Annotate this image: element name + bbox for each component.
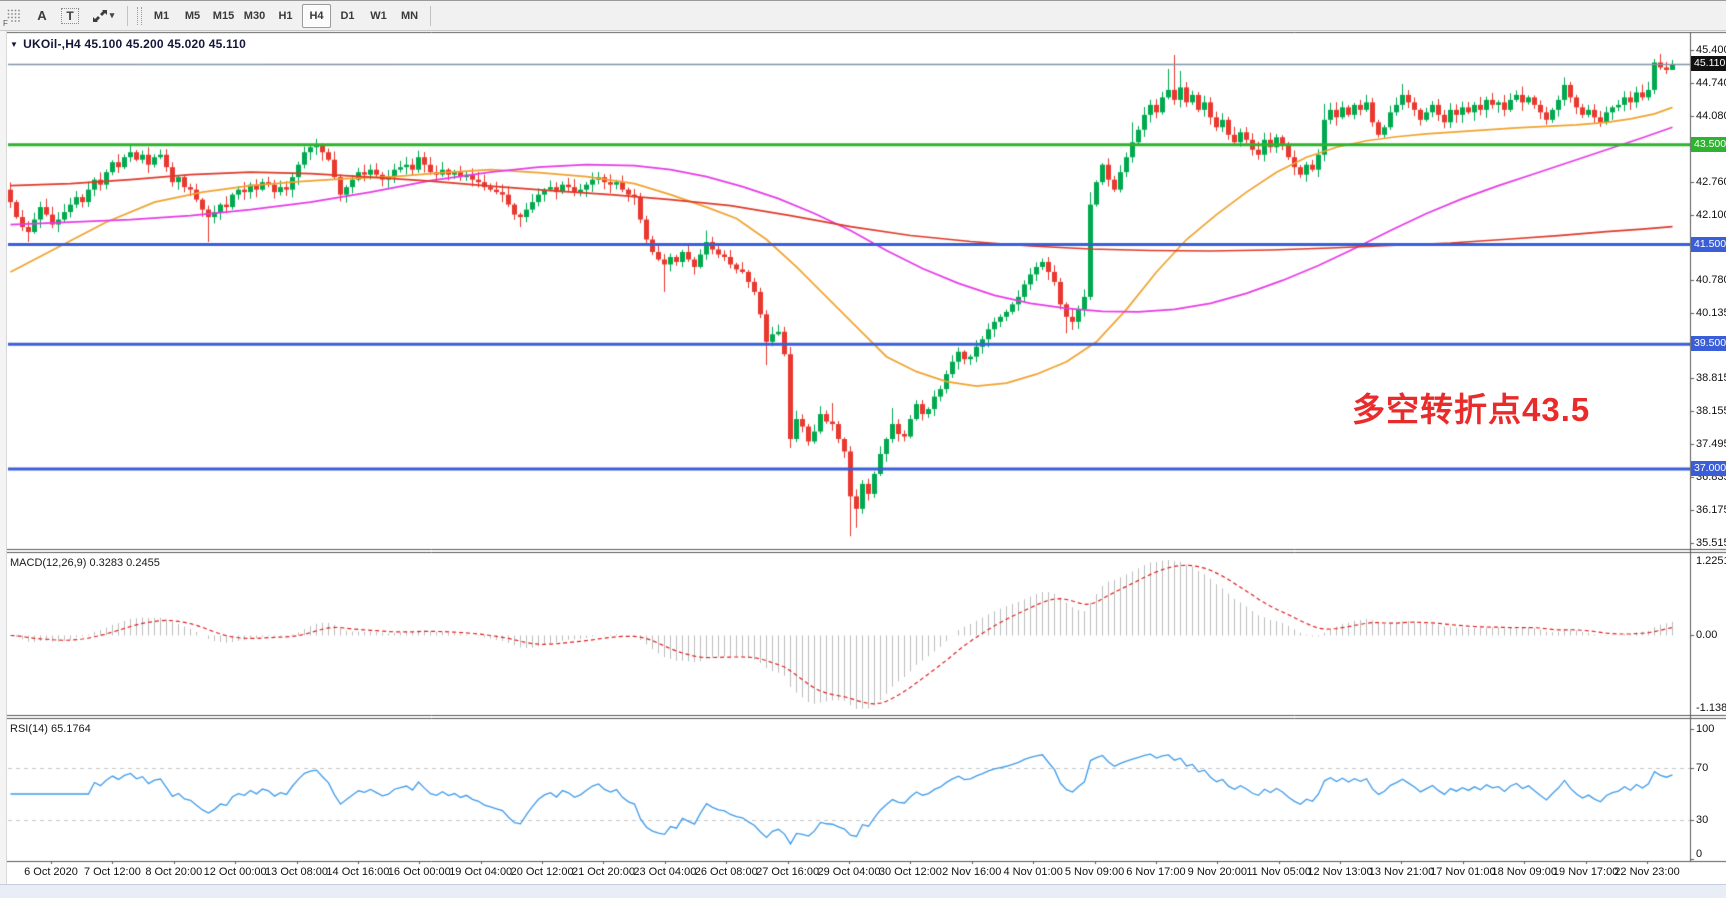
toolbar-separator: [127, 5, 128, 26]
timeframe-group-grip[interactable]: [137, 6, 142, 25]
text-box-tool-button[interactable]: T: [58, 5, 82, 27]
chart-title-text: UKOil-,H4 45.100 45.200 45.020 45.110: [23, 37, 247, 51]
time-label: 13 Nov 21:00: [1368, 866, 1435, 878]
price-tick-label: 38.155: [1696, 405, 1726, 418]
time-label: 26 Oct 08:00: [694, 866, 758, 878]
tf-button-D1[interactable]: D1: [340, 9, 355, 22]
time-label: 17 Nov 01:00: [1430, 866, 1496, 878]
price-tick-label: 40.135: [1696, 306, 1726, 319]
price-level-box-45.110: 45.110: [1691, 56, 1726, 72]
tf-button-M15[interactable]: M15: [212, 9, 235, 22]
time-label: 12 Oct 00:00: [203, 866, 267, 878]
price-tick-label: 45.400: [1696, 44, 1726, 56]
time-label: 4 Nov 01:00: [1003, 866, 1063, 878]
timeframe-button-group: M1 M5 M15 M30 H1 H4 D1 W1 MN: [146, 3, 425, 28]
tf-button-M30[interactable]: M30: [243, 9, 266, 22]
time-label: 11 Nov 05:00: [1246, 866, 1311, 878]
chart-annotation-text[interactable]: 多空转折点43.5: [1352, 391, 1591, 428]
tf-button-M5[interactable]: M5: [184, 9, 201, 22]
time-label: 16 Oct 00:00: [387, 866, 451, 878]
arrows-dropdown-caret: ▾: [109, 10, 115, 20]
price-tick-label: 37.495: [1696, 438, 1726, 451]
status-strip: [0, 884, 1726, 898]
time-label: 19 Oct 04:00: [449, 866, 513, 878]
rsi-indicator-label: RSI(14) 65.1764: [10, 723, 91, 735]
arrows-icon: [92, 9, 107, 22]
price-tick-label: 35.515: [1696, 536, 1726, 549]
rsi-scale-0: 0: [1696, 848, 1703, 860]
time-label: 19 Nov 17:00: [1552, 866, 1619, 878]
time-label: 27 Oct 16:00: [756, 866, 820, 878]
chart-title: ▼ UKOil-,H4 45.100 45.200 45.020 45.110: [10, 37, 246, 51]
time-label: 6 Nov 17:00: [1126, 866, 1186, 878]
toolbar-drag-handle-icon[interactable]: F: [2, 5, 26, 28]
arrows-tool-button[interactable]: ▾: [86, 5, 120, 27]
time-label: 9 Nov 20:00: [1187, 866, 1247, 878]
time-label: 30 Oct 12:00: [878, 866, 942, 878]
time-label: 22 Nov 23:00: [1614, 866, 1680, 878]
time-label: 5 Nov 09:00: [1064, 866, 1125, 878]
tf-button-H1[interactable]: H1: [278, 9, 293, 22]
price-tick-label: 42.100: [1696, 208, 1726, 221]
price-level-box-39.500[interactable]: 39.500: [1691, 336, 1726, 352]
chart-dropdown-icon[interactable]: ▼: [10, 40, 19, 49]
rsi-scale-70: 70: [1696, 762, 1709, 774]
tf-button-MN[interactable]: MN: [400, 9, 419, 22]
time-label: 7 Oct 12:00: [83, 866, 141, 878]
macd-scale-min: -1.1383: [1696, 702, 1726, 714]
panel-divider-macd[interactable]: [0, 548, 1726, 553]
time-label: 13 Oct 08:00: [265, 866, 329, 878]
macd-scale-max: 1.2251: [1696, 555, 1726, 567]
macd-indicator-label: MACD(12,26,9) 0.3283 0.2455: [10, 557, 160, 569]
price-level-box-43.500[interactable]: 43.500: [1691, 136, 1726, 152]
text-box-tool-label: T: [61, 7, 79, 24]
price-tick-label: 42.760: [1696, 175, 1726, 188]
time-label: 18 Nov 09:00: [1491, 866, 1557, 878]
window-left-edge: [0, 31, 7, 884]
tf-button-H4[interactable]: H4: [302, 3, 331, 28]
price-tick-label: 44.080: [1696, 109, 1726, 122]
time-label: 2 Nov 16:00: [942, 866, 1002, 878]
price-level-box-41.500[interactable]: 41.500: [1691, 236, 1726, 252]
time-label: 12 Nov 13:00: [1307, 866, 1373, 878]
rsi-scale-30: 30: [1696, 814, 1709, 826]
price-tick-label: 44.740: [1696, 76, 1726, 89]
rsi-scale-100: 100: [1696, 723, 1715, 735]
dot-grid-icon: [7, 9, 20, 22]
time-label: 14 Oct 16:00: [326, 866, 390, 878]
panel-divider-rsi[interactable]: [0, 714, 1726, 719]
price-level-box-37.000[interactable]: 37.000: [1691, 460, 1726, 476]
time-label: 21 Oct 20:00: [571, 866, 635, 878]
tf-button-M1[interactable]: M1: [153, 9, 170, 22]
price-tick-label: 40.780: [1696, 274, 1726, 287]
tf-button-W1[interactable]: W1: [370, 9, 387, 22]
time-label: 29 Oct 04:00: [817, 866, 881, 878]
time-label: 23 Oct 04:00: [633, 866, 697, 878]
toolbar-separator-2: [430, 5, 431, 26]
text-label-tool-button[interactable]: A: [37, 8, 47, 23]
price-tick-label: 36.175: [1696, 504, 1726, 517]
toolbar: F A T ▾ M1 M5 M15 M30 H1 H4 D1 W1 MN: [0, 0, 1726, 31]
macd-scale-zero: 0.00: [1696, 629, 1718, 642]
time-label: 6 Oct 2020: [24, 866, 78, 878]
drag-handle-label: F: [3, 18, 8, 28]
time-label: 8 Oct 20:00: [145, 866, 203, 878]
price-tick-label: 38.815: [1696, 372, 1726, 385]
time-label: 20 Oct 12:00: [510, 866, 574, 878]
